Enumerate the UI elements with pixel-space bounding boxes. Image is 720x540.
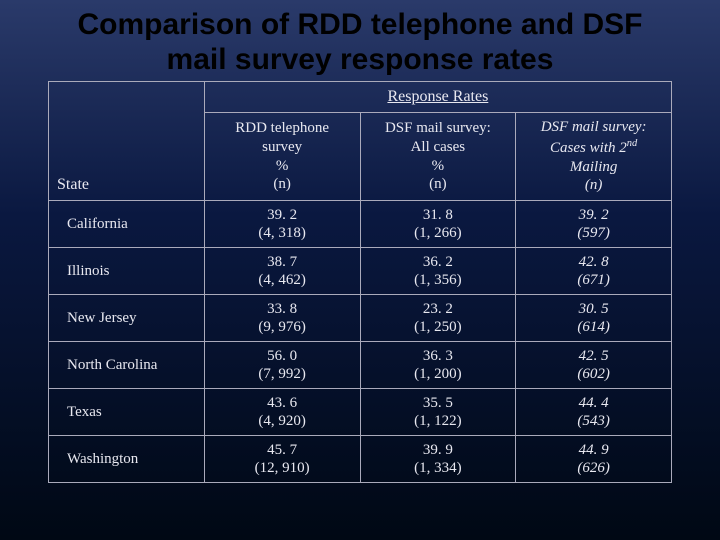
table-row: California39. 2(4, 318)31. 8(1, 266)39. … <box>49 201 672 248</box>
table-row: North Carolina56. 0(7, 992)36. 3(1, 200)… <box>49 342 672 389</box>
data-cell: 31. 8(1, 266) <box>360 201 516 248</box>
table-row: Texas43. 6(4, 920)35. 5(1, 122)44. 4(543… <box>49 389 672 436</box>
table-container: State Response Rates RDD telephonesurvey… <box>0 81 720 483</box>
column-header-0: RDD telephonesurvey%(n) <box>204 113 360 201</box>
data-cell: 45. 7(12, 910) <box>204 436 360 483</box>
column-header-2: DSF mail survey:Cases with 2ndMailing(n) <box>516 113 672 201</box>
state-column-header: State <box>49 82 205 201</box>
page-title: Comparison of RDD telephone and DSF mail… <box>0 0 720 81</box>
response-rates-table: State Response Rates RDD telephonesurvey… <box>48 81 672 483</box>
state-cell: Illinois <box>49 248 205 295</box>
data-cell: 36. 3(1, 200) <box>360 342 516 389</box>
data-cell: 42. 5(602) <box>516 342 672 389</box>
column-header-1: DSF mail survey:All cases%(n) <box>360 113 516 201</box>
state-cell: California <box>49 201 205 248</box>
data-cell: 39. 9(1, 334) <box>360 436 516 483</box>
response-rates-header: Response Rates <box>204 82 671 113</box>
data-cell: 44. 9(626) <box>516 436 672 483</box>
data-cell: 39. 2(597) <box>516 201 672 248</box>
table-row: Washington45. 7(12, 910)39. 9(1, 334)44.… <box>49 436 672 483</box>
state-cell: New Jersey <box>49 295 205 342</box>
table-row: Illinois38. 7(4, 462)36. 2(1, 356)42. 8(… <box>49 248 672 295</box>
data-cell: 33. 8(9, 976) <box>204 295 360 342</box>
table-row: New Jersey33. 8(9, 976)23. 2(1, 250)30. … <box>49 295 672 342</box>
state-cell: Texas <box>49 389 205 436</box>
data-cell: 44. 4(543) <box>516 389 672 436</box>
data-cell: 38. 7(4, 462) <box>204 248 360 295</box>
data-cell: 36. 2(1, 356) <box>360 248 516 295</box>
data-cell: 23. 2(1, 250) <box>360 295 516 342</box>
data-cell: 42. 8(671) <box>516 248 672 295</box>
data-cell: 56. 0(7, 992) <box>204 342 360 389</box>
data-cell: 43. 6(4, 920) <box>204 389 360 436</box>
state-cell: North Carolina <box>49 342 205 389</box>
data-cell: 35. 5(1, 122) <box>360 389 516 436</box>
state-cell: Washington <box>49 436 205 483</box>
data-cell: 30. 5(614) <box>516 295 672 342</box>
data-cell: 39. 2(4, 318) <box>204 201 360 248</box>
